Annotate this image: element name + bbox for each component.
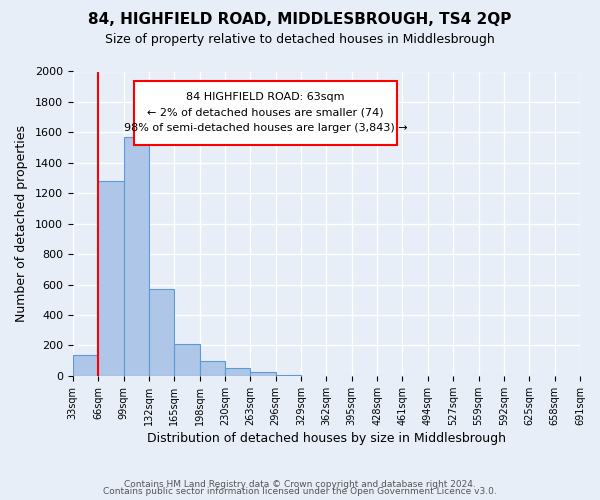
Bar xyxy=(149,289,174,376)
Bar xyxy=(275,375,301,376)
Bar xyxy=(73,354,98,376)
Text: Contains public sector information licensed under the Open Government Licence v3: Contains public sector information licen… xyxy=(103,488,497,496)
Text: Size of property relative to detached houses in Middlesbrough: Size of property relative to detached ho… xyxy=(105,32,495,46)
Text: 84, HIGHFIELD ROAD, MIDDLESBROUGH, TS4 2QP: 84, HIGHFIELD ROAD, MIDDLESBROUGH, TS4 2… xyxy=(88,12,512,28)
Bar xyxy=(174,344,200,376)
Y-axis label: Number of detached properties: Number of detached properties xyxy=(15,125,28,322)
FancyBboxPatch shape xyxy=(134,80,397,144)
Text: Contains HM Land Registry data © Crown copyright and database right 2024.: Contains HM Land Registry data © Crown c… xyxy=(124,480,476,489)
X-axis label: Distribution of detached houses by size in Middlesbrough: Distribution of detached houses by size … xyxy=(147,432,506,445)
Text: 84 HIGHFIELD ROAD: 63sqm
← 2% of detached houses are smaller (74)
98% of semi-de: 84 HIGHFIELD ROAD: 63sqm ← 2% of detache… xyxy=(124,92,407,133)
Bar xyxy=(98,181,124,376)
Bar xyxy=(124,137,149,376)
Bar xyxy=(200,362,225,376)
Bar xyxy=(225,368,250,376)
Bar xyxy=(250,372,275,376)
